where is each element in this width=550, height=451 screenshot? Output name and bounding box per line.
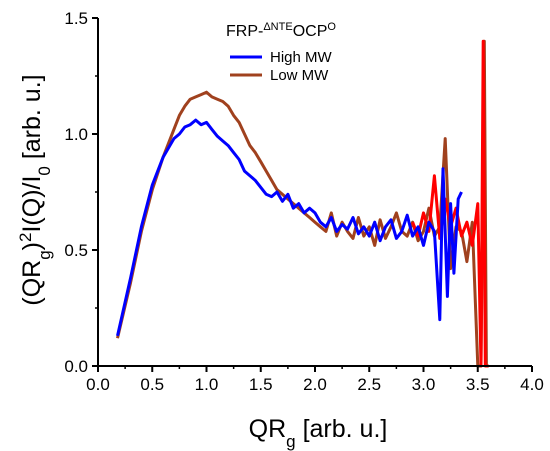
y-tick-label: 1.5 [64,9,88,28]
y-ticks: 0.0 0.5 1.0 1.5 [64,9,98,376]
x-tick-label: 3.0 [412,375,436,394]
y-tick-label: 1.0 [64,125,88,144]
x-tick-label: 0.5 [140,375,164,394]
x-tick-label: 2.0 [303,375,327,394]
legend-label-low-mw: Low MW [270,67,329,84]
x-tick-label: 2.5 [357,375,381,394]
series-layer [116,39,489,368]
x-tick-label: 0.0 [86,375,110,394]
axes [97,18,532,367]
x-ticks: 0.0 0.5 1.0 1.5 2.0 2.5 3.0 3.5 4.0 [86,366,544,394]
x-axis-title: QRg [arb. u.] [249,415,388,451]
x-tick-label: 4.0 [520,375,544,394]
y-tick-label: 0.0 [64,357,88,376]
x-tick-label: 1.0 [195,375,219,394]
legend: FRP-ΔNTEOCPO High MW Low MW [226,21,336,84]
x-tick-label: 1.5 [249,375,273,394]
y-tick-label: 0.5 [64,241,88,260]
x-tick-label: 3.5 [466,375,490,394]
legend-title: FRP-ΔNTEOCPO [226,21,336,40]
y-axis-title: (QRg)2I(Q)/I0 [arb. u.] [16,74,54,305]
legend-label-high-mw: High MW [270,49,333,66]
series-line-0 [116,118,463,337]
